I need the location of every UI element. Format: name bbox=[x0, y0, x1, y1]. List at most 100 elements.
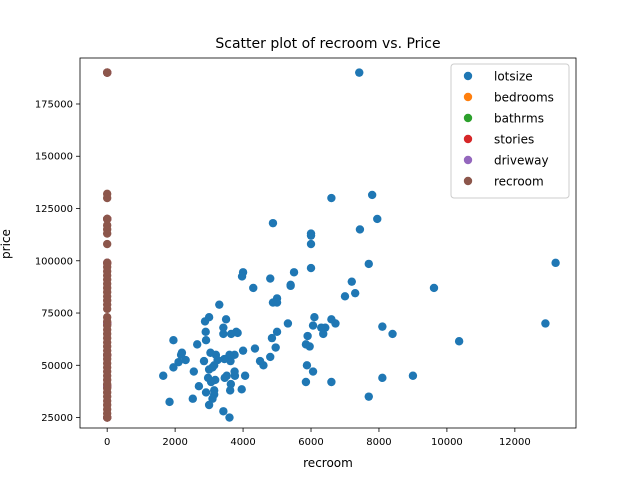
data-point-lotsize bbox=[355, 68, 364, 77]
y-axis-label: price bbox=[0, 229, 13, 259]
data-point-lotsize bbox=[266, 352, 275, 362]
data-point-recroom bbox=[102, 413, 112, 422]
data-point-lotsize bbox=[350, 288, 360, 298]
data-point-lotsize bbox=[250, 344, 260, 353]
legend-label-recroom: recroom bbox=[494, 175, 544, 189]
data-point-recroom bbox=[102, 304, 112, 314]
data-point-lotsize bbox=[200, 317, 210, 326]
data-point-lotsize bbox=[221, 315, 231, 324]
data-point-lotsize bbox=[267, 333, 277, 343]
data-point-lotsize bbox=[238, 346, 248, 355]
legend-label-lotsize: lotsize bbox=[494, 70, 533, 84]
data-point-lotsize bbox=[204, 365, 214, 374]
y-tick-label: 50000 bbox=[41, 361, 73, 372]
data-point-lotsize bbox=[268, 218, 278, 228]
data-point-lotsize bbox=[237, 385, 246, 394]
data-point-lotsize bbox=[364, 259, 373, 269]
data-point-lotsize bbox=[201, 327, 210, 337]
data-point-lotsize bbox=[373, 214, 382, 224]
data-point-lotsize bbox=[225, 386, 235, 395]
data-point-lotsize bbox=[388, 329, 397, 339]
data-point-lotsize bbox=[249, 283, 258, 293]
data-point-lotsize bbox=[303, 331, 312, 341]
data-point-lotsize bbox=[220, 373, 229, 383]
data-point-lotsize bbox=[271, 343, 280, 352]
data-point-lotsize bbox=[194, 381, 204, 391]
legend-marker-lotsize bbox=[463, 71, 473, 81]
data-point-lotsize bbox=[302, 361, 312, 370]
data-point-lotsize bbox=[240, 371, 250, 380]
data-point-lotsize bbox=[340, 292, 350, 301]
data-point-lotsize bbox=[308, 321, 318, 330]
data-point-lotsize bbox=[174, 357, 183, 367]
data-point-lotsize bbox=[189, 367, 199, 376]
data-point-lotsize bbox=[367, 190, 377, 200]
y-tick-label: 125000 bbox=[35, 204, 73, 215]
data-point-lotsize bbox=[306, 263, 316, 273]
data-point-lotsize bbox=[169, 363, 178, 372]
x-axis-label: recroom bbox=[303, 456, 353, 470]
y-tick-label: 25000 bbox=[41, 413, 73, 424]
data-point-lotsize bbox=[308, 367, 318, 376]
data-point-lotsize bbox=[188, 394, 197, 403]
legend-label-stories: stories bbox=[494, 133, 534, 147]
data-point-recroom bbox=[102, 239, 112, 249]
data-point-lotsize bbox=[199, 356, 209, 366]
data-point-lotsize bbox=[378, 373, 387, 383]
x-tick-label: 12000 bbox=[499, 437, 531, 448]
data-point-recroom bbox=[102, 229, 112, 238]
data-point-lotsize bbox=[268, 298, 278, 307]
data-point-lotsize bbox=[203, 373, 213, 383]
data-point-lotsize bbox=[454, 337, 464, 346]
data-point-lotsize bbox=[551, 258, 560, 268]
data-point-lotsize bbox=[364, 392, 373, 401]
legend-marker-bathrms bbox=[463, 113, 473, 123]
data-point-lotsize bbox=[169, 336, 178, 345]
data-point-lotsize bbox=[237, 272, 247, 281]
data-point-lotsize bbox=[230, 367, 239, 376]
data-point-lotsize bbox=[255, 356, 265, 366]
data-point-lotsize bbox=[306, 231, 316, 240]
data-point-lotsize bbox=[206, 348, 215, 357]
data-point-lotsize bbox=[220, 354, 229, 364]
y-tick-label: 75000 bbox=[41, 309, 73, 320]
data-point-lotsize bbox=[347, 277, 356, 286]
data-point-lotsize bbox=[541, 319, 550, 328]
legend-marker-stories bbox=[463, 134, 473, 144]
data-point-lotsize bbox=[226, 379, 236, 389]
data-point-lotsize bbox=[306, 239, 316, 249]
data-point-lotsize bbox=[176, 350, 186, 360]
plot-area bbox=[102, 68, 560, 422]
data-point-lotsize bbox=[219, 407, 228, 416]
data-point-lotsize bbox=[327, 315, 336, 324]
data-point-lotsize bbox=[201, 336, 211, 345]
data-point-lotsize bbox=[289, 268, 299, 277]
data-point-lotsize bbox=[301, 377, 311, 387]
data-point-recroom bbox=[102, 193, 112, 203]
axes: 0 2000 4000 6000 8000 10000 12000 25000 50000 750… bbox=[35, 57, 577, 448]
data-point-recroom bbox=[102, 214, 112, 224]
x-tick-label: 4000 bbox=[230, 437, 255, 448]
data-point-lotsize bbox=[159, 371, 168, 380]
data-point-lotsize bbox=[327, 193, 336, 203]
legend-marker-driveway bbox=[463, 155, 473, 165]
legend-label-driveway: driveway bbox=[494, 154, 549, 168]
data-point-lotsize bbox=[225, 413, 234, 422]
data-point-lotsize bbox=[219, 323, 228, 332]
data-point-lotsize bbox=[215, 300, 224, 309]
data-point-lotsize bbox=[226, 329, 236, 339]
data-point-lotsize bbox=[286, 281, 295, 291]
y-tick-label: 150000 bbox=[35, 152, 73, 163]
x-tick-label: 6000 bbox=[298, 437, 323, 448]
legend-box bbox=[450, 63, 570, 199]
data-point-lotsize bbox=[219, 329, 228, 339]
data-point-lotsize bbox=[317, 323, 326, 332]
x-tick-label: 2000 bbox=[162, 437, 187, 448]
chart-title: Scatter plot of recroom vs. Price bbox=[215, 36, 440, 52]
data-point-lotsize bbox=[201, 388, 211, 397]
data-point-lotsize bbox=[429, 283, 439, 293]
data-point-lotsize bbox=[327, 377, 336, 387]
data-point-lotsize bbox=[272, 327, 282, 337]
data-point-lotsize bbox=[204, 400, 214, 410]
data-point-lotsize bbox=[408, 371, 418, 380]
